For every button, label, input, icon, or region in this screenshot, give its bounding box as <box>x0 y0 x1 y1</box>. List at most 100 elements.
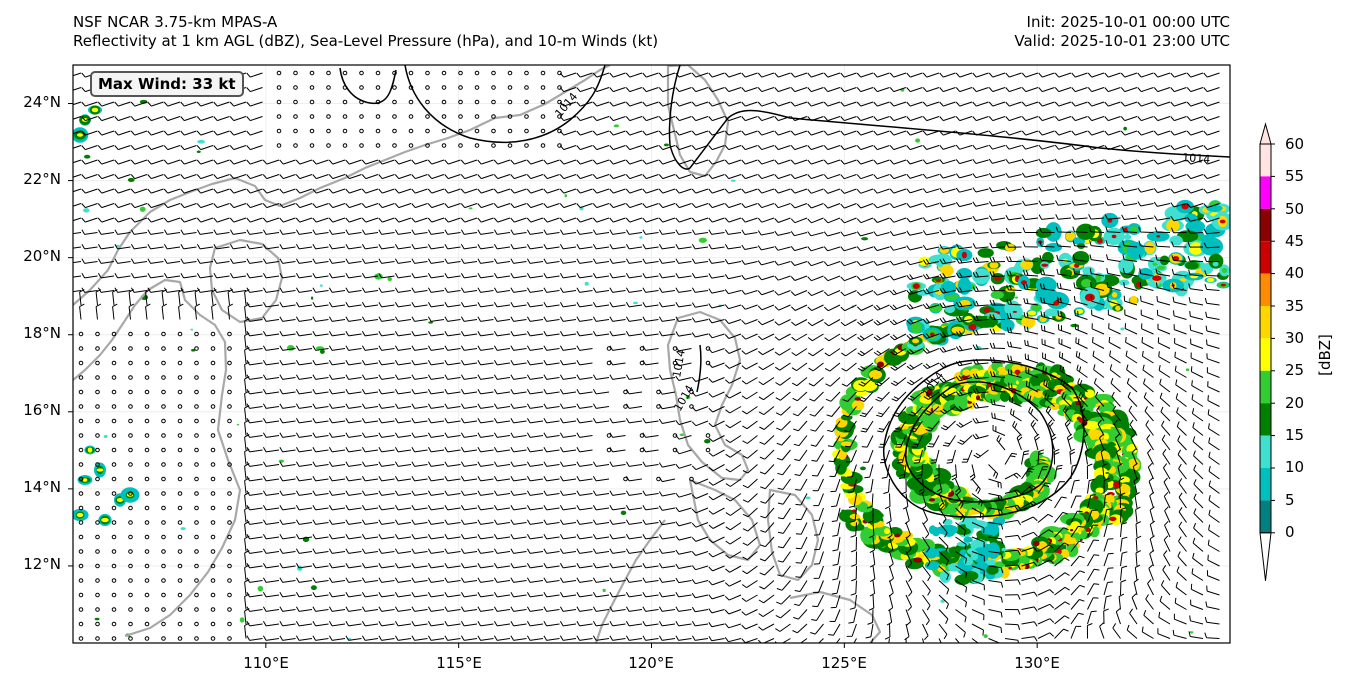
wind-barb <box>840 217 857 224</box>
wind-barb <box>1106 254 1121 262</box>
wind-barb <box>708 244 725 250</box>
wind-barb <box>708 551 725 558</box>
reflectivity-cell <box>77 133 83 137</box>
wind-barb <box>543 519 560 525</box>
wind-barb <box>312 577 329 583</box>
calm-wind-marker <box>227 621 232 627</box>
wind-barb <box>927 435 940 448</box>
wind-barb <box>244 463 250 480</box>
wind-barb <box>262 360 280 366</box>
wind-barb <box>510 635 527 641</box>
wind-barb <box>873 275 890 281</box>
wind-barb <box>675 549 692 555</box>
wind-barb <box>1120 173 1138 179</box>
reflectivity-cell <box>1020 259 1033 270</box>
wind-barb <box>642 174 659 180</box>
lat-label: 18°N <box>23 324 61 342</box>
wind-barb <box>889 230 907 237</box>
wind-barb <box>345 360 362 366</box>
wind-barb <box>741 174 758 180</box>
wind-barb <box>1186 116 1204 122</box>
wind-barb <box>262 374 280 380</box>
wind-barb <box>1120 551 1128 567</box>
wind-barb <box>130 188 148 194</box>
wind-barb <box>889 289 907 296</box>
wind-barb <box>906 188 923 194</box>
calm-wind-marker <box>210 404 216 409</box>
wind-barb <box>1103 478 1110 494</box>
wind-barb <box>1069 448 1076 465</box>
wind-barb <box>1071 172 1088 178</box>
reflectivity-cell <box>1118 258 1134 274</box>
wind-barb <box>989 328 1006 335</box>
wind-barb <box>244 318 250 335</box>
wind-barb <box>939 187 956 193</box>
wind-barb <box>394 374 412 380</box>
wind-barb <box>147 101 164 107</box>
wind-barb <box>576 188 593 194</box>
wind-barb <box>460 203 478 209</box>
reflectivity-cell <box>1127 458 1140 471</box>
wind-barb <box>642 635 659 641</box>
calm-wind-marker <box>227 607 232 612</box>
wind-barb <box>906 202 923 208</box>
wind-barb <box>1057 296 1072 306</box>
wind-barb <box>510 505 527 511</box>
wind-barb <box>831 507 841 522</box>
wind-barb <box>795 478 808 491</box>
wind-barb <box>312 592 329 598</box>
wind-barb <box>642 159 659 165</box>
wind-barb <box>1189 324 1204 335</box>
wind-barb <box>873 319 890 326</box>
wind-barb <box>279 505 296 511</box>
wind-barb <box>884 623 891 640</box>
wind-barb <box>1034 433 1040 451</box>
wind-barb <box>658 174 676 180</box>
wind-barb <box>196 229 214 235</box>
wind-barb <box>411 403 428 409</box>
wind-barb <box>1120 72 1138 78</box>
contour-label: 1014 <box>1182 151 1211 166</box>
wind-barb <box>1141 350 1154 364</box>
wind-barb <box>809 406 824 417</box>
wind-barb <box>840 319 857 327</box>
wind-barb <box>295 635 313 641</box>
wind-barb <box>361 490 379 496</box>
wind-barb <box>1138 226 1154 233</box>
wind-barb <box>793 435 808 447</box>
wind-barb <box>543 432 560 438</box>
wind-barb <box>279 432 296 438</box>
wind-barb <box>992 424 1006 436</box>
wind-barb <box>790 101 808 107</box>
wind-barb <box>1075 351 1088 364</box>
wind-barb <box>328 534 346 540</box>
calm-wind-marker <box>276 114 282 119</box>
wind-barb <box>378 592 395 598</box>
wind-barb <box>1040 297 1055 306</box>
wind-barb <box>543 490 560 496</box>
wind-barb <box>843 406 857 418</box>
wind-barb <box>1102 463 1108 480</box>
wind-barb <box>675 434 692 440</box>
wind-barb <box>1009 395 1022 407</box>
calm-wind-marker <box>276 85 282 90</box>
wind-barb <box>1108 336 1121 349</box>
wind-barb <box>345 159 362 165</box>
wind-barb <box>81 217 98 223</box>
calm-wind-marker <box>507 114 513 119</box>
wind-barb <box>510 563 527 569</box>
wind-barb <box>758 362 775 371</box>
wind-barb <box>609 287 626 293</box>
calm-wind-marker <box>177 404 183 409</box>
wind-barb <box>1104 130 1121 136</box>
wind-barb <box>279 461 296 467</box>
wind-barb <box>559 461 577 467</box>
wind-barb <box>81 273 98 279</box>
wind-barb <box>81 244 98 250</box>
calm-wind-marker <box>128 578 133 583</box>
reflectivity-cell <box>1027 310 1037 316</box>
wind-barb <box>823 203 841 209</box>
wind-barb <box>361 432 379 438</box>
wind-barb <box>361 635 379 641</box>
wind-barb <box>741 333 758 340</box>
